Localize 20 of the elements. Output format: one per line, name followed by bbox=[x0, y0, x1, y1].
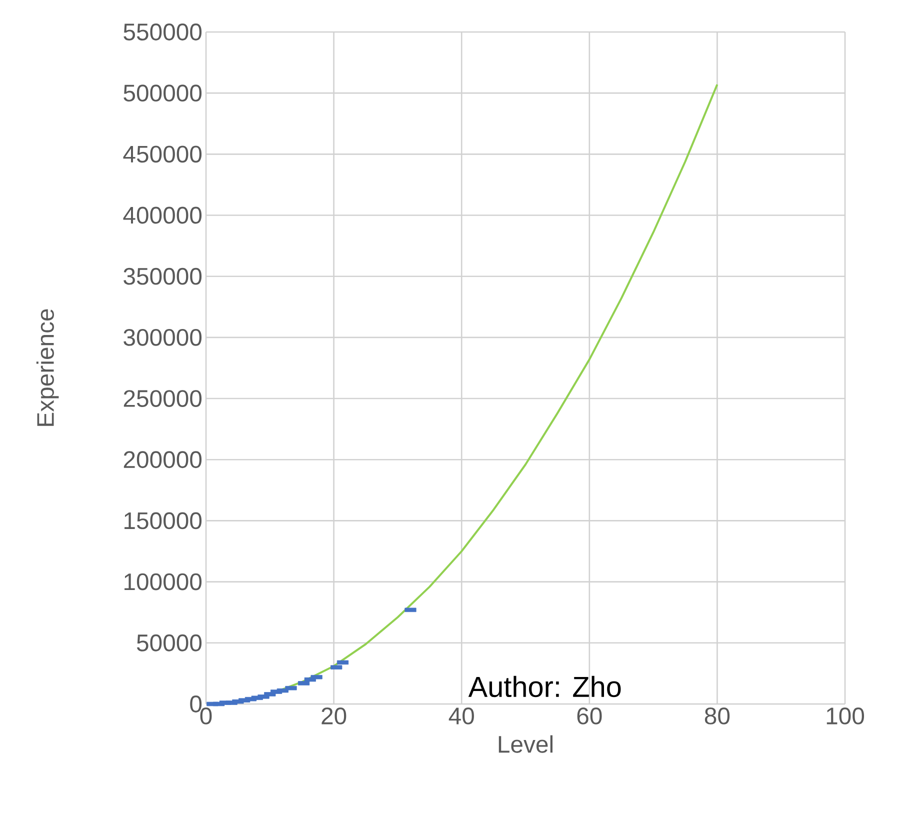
x-tick-label: 40 bbox=[448, 708, 474, 724]
y-axis-title: Experience bbox=[36, 309, 59, 426]
y-tick-label: 100000 bbox=[124, 573, 202, 590]
y-tick-label: 250000 bbox=[124, 390, 202, 407]
y-tick-label: 200000 bbox=[124, 451, 202, 468]
y-tick-label: 50000 bbox=[136, 634, 202, 652]
y-tick-label: 400000 bbox=[123, 206, 202, 224]
x-tick-label: 100 bbox=[826, 708, 864, 724]
y-tick-label: 500000 bbox=[124, 84, 202, 102]
y-tick-label: 350000 bbox=[124, 268, 202, 285]
y-tick-label: 150000 bbox=[124, 512, 202, 530]
x-tick-label: 20 bbox=[322, 708, 346, 724]
x-axis-title: Level bbox=[498, 735, 552, 753]
y-tick-label: 450000 bbox=[123, 146, 202, 163]
x-tick-label: 80 bbox=[704, 708, 730, 724]
annotation: Author: Zho bbox=[468, 676, 621, 698]
y-tick-label: 300000 bbox=[124, 328, 202, 346]
y-tick-label: 550000 bbox=[124, 24, 202, 40]
x-tick-label: 60 bbox=[577, 708, 602, 724]
y-tick-label: 0 bbox=[190, 696, 202, 712]
